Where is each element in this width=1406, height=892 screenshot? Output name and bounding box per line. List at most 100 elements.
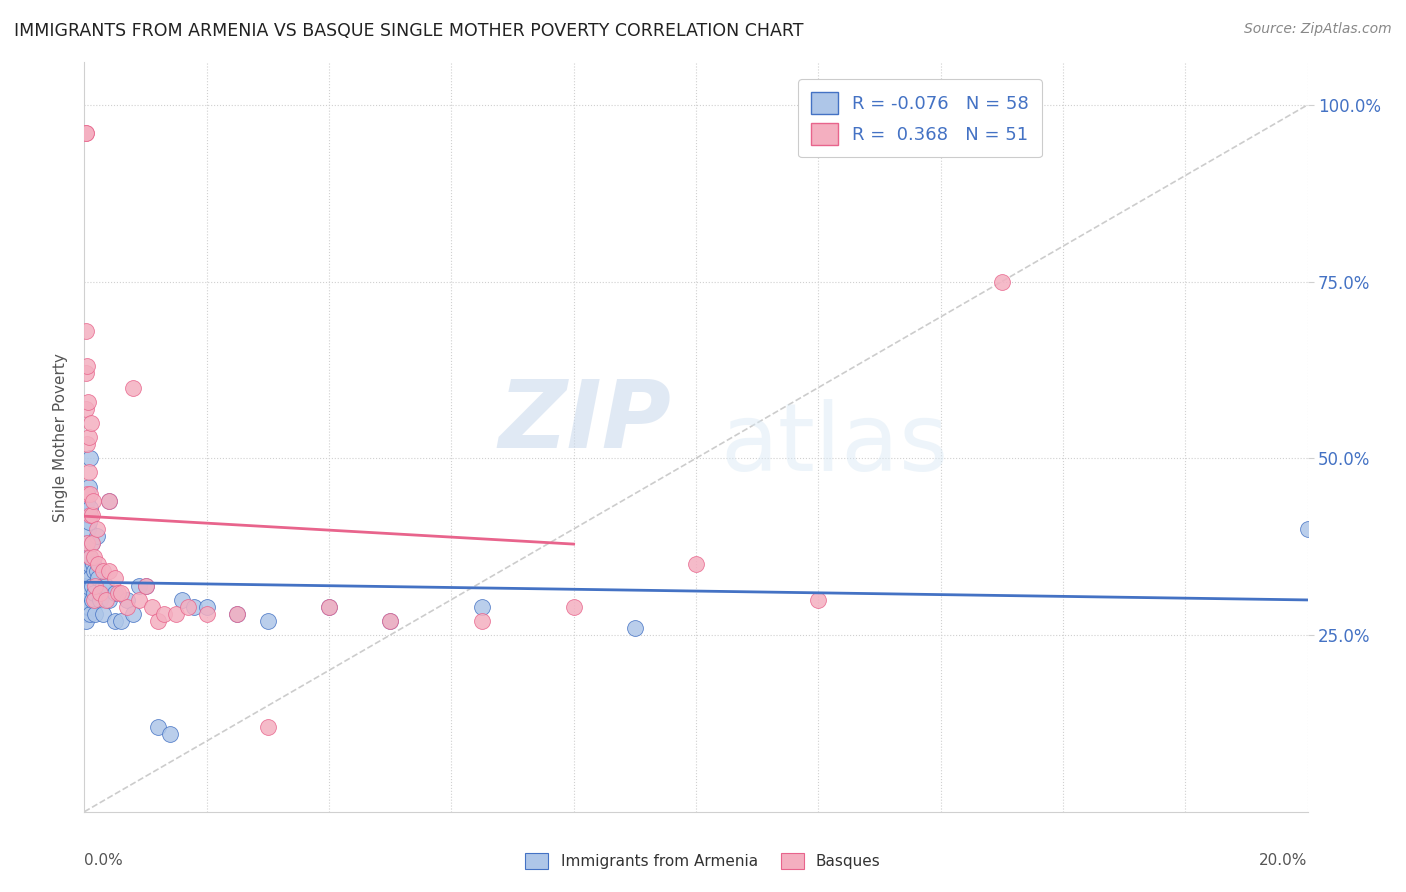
Point — [77, 430, 100, 444]
Point — [97, 493, 120, 508]
Point — [83, 565, 105, 579]
Point — [82, 592, 104, 607]
Point — [115, 592, 138, 607]
Point — [122, 381, 145, 395]
Point — [76, 536, 98, 550]
Point — [79, 607, 101, 621]
Point — [75, 558, 97, 572]
Point — [80, 508, 103, 522]
Point — [86, 522, 108, 536]
Point — [97, 493, 120, 508]
Point — [83, 550, 105, 565]
Point — [77, 515, 100, 529]
Point — [807, 592, 830, 607]
Point — [226, 607, 249, 621]
Point — [83, 607, 105, 621]
Point — [471, 599, 494, 614]
Point — [128, 592, 150, 607]
Point — [91, 565, 114, 579]
Point — [89, 585, 111, 599]
Point — [80, 416, 103, 430]
Point — [104, 585, 127, 599]
Point — [79, 486, 101, 500]
Point — [82, 493, 104, 508]
Point — [318, 599, 340, 614]
Point — [135, 578, 157, 592]
Point — [94, 592, 117, 607]
Point — [75, 571, 97, 585]
Point — [79, 508, 101, 522]
Point — [76, 508, 98, 522]
Point — [76, 536, 98, 550]
Point — [82, 558, 104, 572]
Y-axis label: Single Mother Poverty: Single Mother Poverty — [53, 352, 69, 522]
Point — [110, 585, 132, 599]
Point — [84, 578, 107, 592]
Text: atlas: atlas — [720, 399, 949, 491]
Point — [91, 578, 114, 592]
Point — [110, 614, 132, 628]
Point — [128, 578, 150, 592]
Point — [318, 599, 340, 614]
Point — [75, 592, 97, 607]
Point — [1296, 522, 1319, 536]
Point — [80, 536, 103, 550]
Point — [76, 437, 98, 451]
Point — [226, 607, 249, 621]
Point — [75, 367, 97, 381]
Text: ZIP: ZIP — [499, 376, 672, 468]
Point — [79, 571, 101, 585]
Point — [104, 614, 127, 628]
Point — [165, 607, 187, 621]
Point — [77, 558, 100, 572]
Text: 0.0%: 0.0% — [84, 853, 124, 868]
Point — [76, 493, 98, 508]
Text: Source: ZipAtlas.com: Source: ZipAtlas.com — [1244, 22, 1392, 37]
Point — [86, 529, 108, 543]
Point — [183, 599, 205, 614]
Point — [104, 571, 127, 585]
Legend: R = -0.076   N = 58, R =  0.368   N = 51: R = -0.076 N = 58, R = 0.368 N = 51 — [799, 79, 1042, 157]
Point — [87, 571, 110, 585]
Point — [76, 599, 98, 614]
Point — [257, 720, 280, 734]
Point — [624, 621, 647, 635]
Point — [79, 550, 101, 565]
Point — [172, 592, 194, 607]
Point — [82, 536, 104, 550]
Point — [75, 585, 97, 599]
Point — [77, 394, 100, 409]
Point — [75, 614, 97, 628]
Point — [380, 614, 402, 628]
Point — [562, 599, 585, 614]
Point — [76, 359, 98, 374]
Point — [87, 558, 110, 572]
Point — [195, 599, 218, 614]
Point — [141, 599, 163, 614]
Point — [685, 558, 707, 572]
Point — [75, 607, 97, 621]
Point — [77, 599, 100, 614]
Point — [153, 607, 176, 621]
Point — [76, 578, 98, 592]
Point — [97, 592, 120, 607]
Point — [83, 585, 105, 599]
Point — [146, 614, 169, 628]
Point — [195, 607, 218, 621]
Point — [77, 565, 100, 579]
Point — [77, 479, 100, 493]
Point — [77, 466, 100, 480]
Text: 20.0%: 20.0% — [1260, 853, 1308, 868]
Point — [77, 522, 100, 536]
Point — [75, 126, 97, 140]
Point — [89, 592, 111, 607]
Text: IMMIGRANTS FROM ARMENIA VS BASQUE SINGLE MOTHER POVERTY CORRELATION CHART: IMMIGRANTS FROM ARMENIA VS BASQUE SINGLE… — [14, 22, 804, 40]
Point — [257, 614, 280, 628]
Point — [380, 614, 402, 628]
Point — [991, 275, 1014, 289]
Point — [75, 401, 97, 416]
Point — [97, 565, 120, 579]
Point — [177, 599, 200, 614]
Point — [122, 607, 145, 621]
Point — [83, 592, 105, 607]
